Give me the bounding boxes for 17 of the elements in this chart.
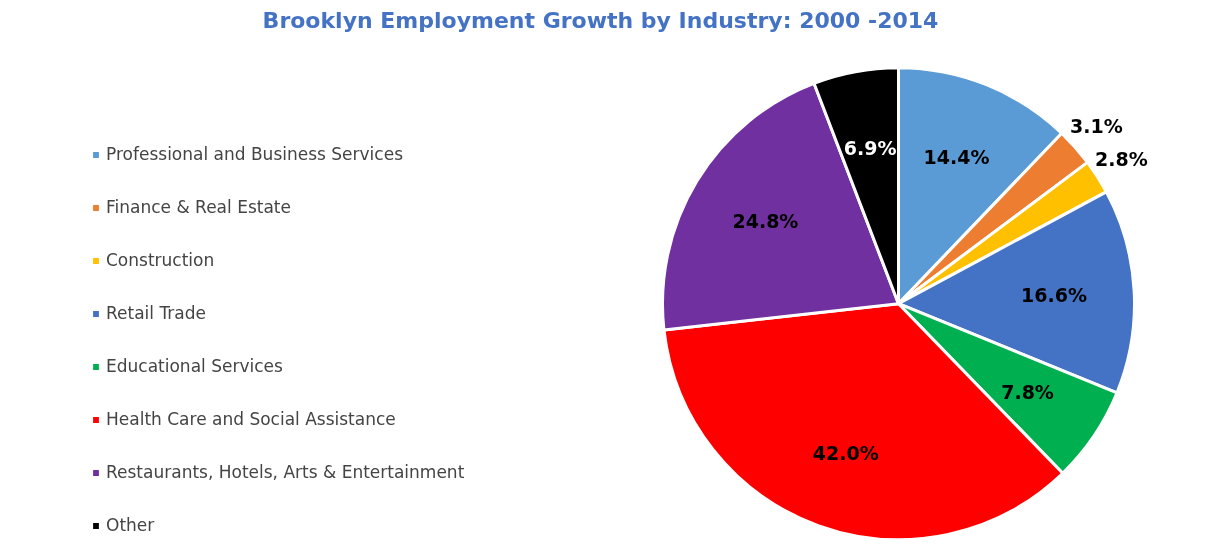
legend-label: Professional and Business Services <box>106 144 404 164</box>
legend-label: Other <box>106 515 155 535</box>
data-label: 7.8% <box>1001 381 1054 404</box>
data-label: 6.9% <box>843 137 897 160</box>
data-label: 24.8% <box>732 210 799 233</box>
legend-label: Health Care and Social Assistance <box>106 409 396 429</box>
legend-label: Educational Services <box>106 356 283 376</box>
legend-label: Restaurants, Hotels, Arts & Entertainment <box>106 462 465 482</box>
data-label: 3.1% <box>1070 114 1123 137</box>
legend-label: Finance & Real Estate <box>106 197 291 217</box>
legend-label: Retail Trade <box>106 303 206 323</box>
data-label: 42.0% <box>812 441 879 464</box>
data-label: 2.8% <box>1094 148 1148 171</box>
legend-label: Construction <box>106 250 215 270</box>
chart-title: Brooklyn Employment Growth by Industry: 2000 -2014 <box>262 7 939 33</box>
data-label: 16.6% <box>1021 284 1087 307</box>
data-label: 14.4% <box>923 145 990 168</box>
